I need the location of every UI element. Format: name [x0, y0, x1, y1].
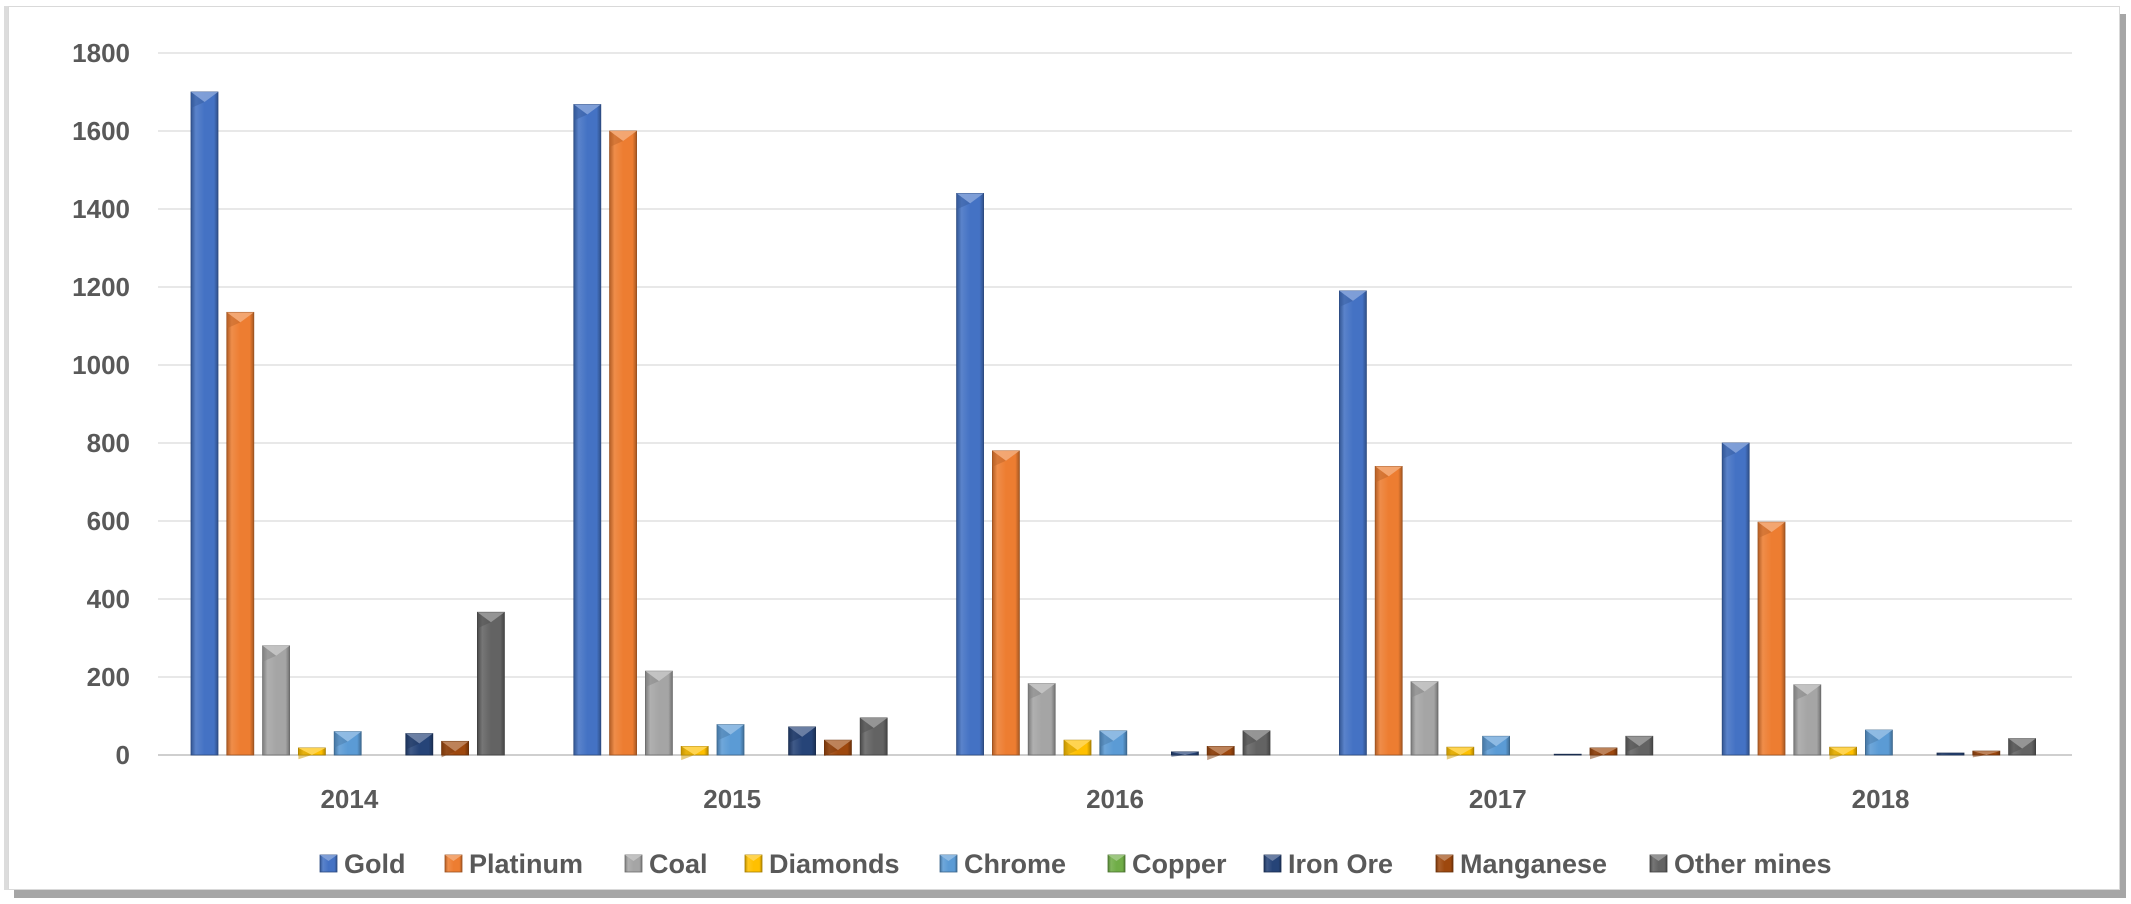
bar	[1793, 684, 1822, 756]
legend-label: Iron Ore	[1288, 849, 1393, 879]
legend-label: Platinum	[469, 849, 583, 879]
x-tick-label: 2017	[1469, 784, 1527, 814]
bar	[1410, 681, 1439, 756]
legend-label: Coal	[649, 849, 708, 879]
y-tick-label: 400	[87, 584, 130, 614]
bar	[476, 611, 505, 756]
bar	[1339, 290, 1367, 756]
legend-label: Manganese	[1460, 849, 1607, 879]
y-tick-label: 600	[87, 506, 130, 536]
legend-label: Gold	[344, 849, 406, 879]
bar	[1242, 730, 1271, 756]
legend-item: Diamonds	[744, 849, 900, 879]
bar	[956, 192, 984, 756]
x-tick-label: 2014	[320, 784, 378, 814]
bar	[190, 91, 219, 756]
legend-label: Other mines	[1674, 849, 1832, 879]
bar	[1936, 752, 1965, 756]
bar	[226, 311, 255, 756]
bar	[1446, 746, 1475, 760]
bar	[1757, 521, 1786, 756]
bar	[1625, 735, 1654, 756]
bar	[788, 726, 816, 756]
bar	[1972, 750, 2001, 758]
y-tick-label: 200	[87, 662, 130, 692]
bar	[1721, 442, 1750, 756]
bar	[609, 130, 637, 756]
bar	[2008, 738, 2036, 756]
legend-label: Chrome	[964, 849, 1066, 879]
bar	[262, 645, 291, 756]
legend-label: Diamonds	[769, 849, 900, 879]
y-tick-label: 800	[87, 428, 130, 458]
legend-item: Other mines	[1649, 849, 1832, 879]
bar	[1099, 730, 1128, 756]
bar	[1553, 753, 1582, 756]
bar	[824, 739, 852, 757]
y-tick-label: 1200	[72, 272, 130, 302]
bar	[645, 670, 673, 756]
y-axis-ticks: 0 200 400 600 800 1000 1200 1400 1600 1800	[72, 38, 130, 770]
y-tick-label: 1000	[72, 350, 130, 380]
legend-item: Copper	[1107, 849, 1227, 879]
bar	[333, 731, 362, 756]
bar	[1589, 747, 1618, 760]
legend-label: Copper	[1132, 849, 1227, 879]
bar	[441, 740, 470, 758]
legend: Gold Platinum Coal Diamonds Chrome Copper Iron…	[319, 849, 1832, 879]
bar	[1482, 735, 1510, 756]
x-tick-label: 2016	[1086, 784, 1144, 814]
bar	[680, 746, 709, 761]
y-tick-label: 1800	[72, 38, 130, 68]
legend-item: Manganese	[1435, 849, 1607, 879]
x-axis-ticks: 2014 2015 2016 2017 2018	[320, 784, 1909, 814]
x-tick-label: 2018	[1852, 784, 1910, 814]
bar	[1063, 739, 1092, 757]
legend-item: Chrome	[939, 849, 1066, 879]
x-tick-label: 2015	[703, 784, 761, 814]
bar	[1865, 729, 1893, 756]
legend-item: Iron Ore	[1263, 849, 1393, 879]
bar	[1171, 751, 1199, 757]
bar	[1206, 746, 1235, 761]
bar	[405, 733, 434, 756]
bar	[716, 724, 745, 756]
bar	[992, 450, 1020, 756]
bar	[859, 717, 888, 756]
y-tick-label: 0	[116, 740, 130, 770]
legend-item: Platinum	[444, 849, 583, 879]
bar	[1027, 683, 1056, 756]
legend-item: Gold	[319, 849, 406, 879]
bars	[190, 91, 2036, 761]
y-tick-label: 1400	[72, 194, 130, 224]
bar	[1829, 746, 1857, 760]
bar	[1374, 465, 1403, 756]
y-tick-label: 1600	[72, 116, 130, 146]
legend-item: Coal	[624, 849, 708, 879]
bar	[297, 747, 326, 760]
bar	[573, 104, 602, 756]
